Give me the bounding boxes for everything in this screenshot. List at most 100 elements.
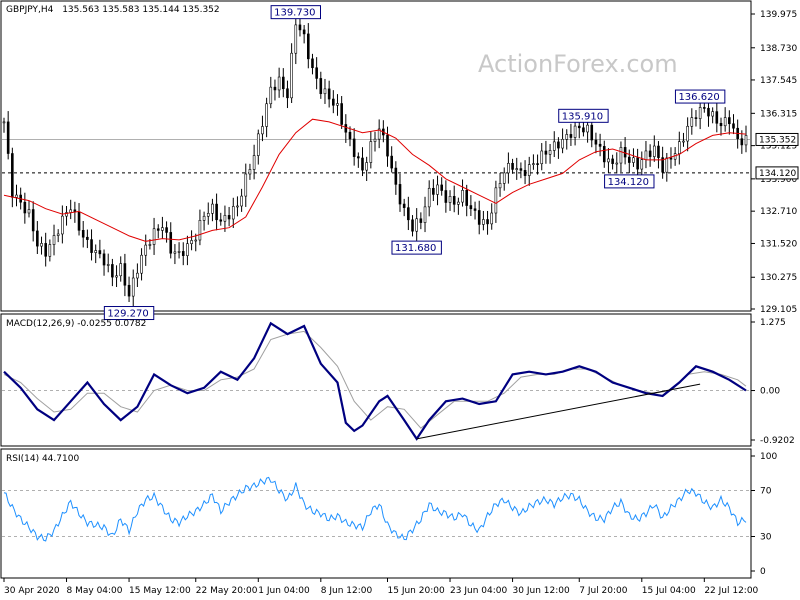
candle-body — [415, 218, 418, 232]
candle-body — [256, 133, 260, 156]
rsi-layer — [2, 476, 750, 542]
candle-body — [219, 219, 223, 222]
candle-body — [2, 121, 6, 124]
watermark: ActionForex.com — [478, 50, 678, 78]
candle-body — [111, 264, 114, 278]
candle-body — [444, 190, 448, 203]
candle-body — [707, 107, 710, 117]
candle-body — [261, 126, 264, 135]
price-annotation-box — [391, 240, 442, 255]
price-y-tick-label: 131.520 — [760, 239, 797, 249]
candle-body — [552, 141, 556, 151]
price-y-tick-label: 132.710 — [760, 207, 797, 217]
rsi-y-tick-label: 30 — [760, 533, 772, 543]
candle-body — [523, 170, 527, 176]
candle-body — [548, 150, 552, 155]
x-tick-label: 8 Jun 12:00 — [321, 586, 373, 596]
candle-body — [490, 212, 494, 225]
candle-body — [136, 272, 139, 279]
candle-body — [436, 184, 439, 195]
candle-body — [56, 233, 60, 236]
price-annotation-label: 129.270 — [107, 309, 148, 320]
price-annotation-box — [674, 89, 726, 104]
candle-body — [611, 158, 614, 164]
x-tick-label: 30 Apr 2020 — [4, 586, 60, 596]
candle-body — [186, 243, 189, 256]
candle-body — [140, 254, 143, 274]
candle-body — [644, 150, 648, 160]
candle-body — [90, 239, 93, 253]
macd-y-tick-label: 0.00 — [760, 387, 780, 397]
candle-body — [398, 184, 402, 205]
macd-title: MACD(12,26,9) -0.0255 0.0782 — [6, 319, 146, 329]
candle-body — [623, 147, 627, 158]
candle-body — [482, 219, 485, 225]
candle-body — [632, 157, 635, 163]
candle-body — [311, 58, 314, 69]
candle-body — [169, 232, 173, 254]
candle-body — [494, 187, 498, 214]
price-annotation-label: 136.620 — [678, 92, 719, 103]
candle-body — [532, 163, 535, 165]
macd-trendline — [416, 383, 701, 440]
price-title: GBPJPY,H4 135.563 135.583 135.144 135.35… — [6, 5, 220, 15]
candle-body — [544, 150, 548, 155]
candle-body — [115, 275, 118, 278]
candle-body — [69, 209, 72, 213]
candle-body — [152, 228, 156, 245]
candle-body — [682, 140, 685, 143]
candle-body — [703, 107, 706, 109]
candle-body — [657, 145, 660, 158]
candle-body — [619, 147, 623, 164]
candle-body — [719, 122, 723, 127]
candle-body — [377, 128, 381, 140]
candle-body — [165, 227, 168, 233]
current-price-box — [755, 132, 799, 146]
candle-body — [211, 203, 214, 214]
candle-body — [423, 206, 427, 223]
x-tick-label: 22 Jul 12:00 — [704, 586, 758, 596]
x-tick-label: 8 May 04:00 — [67, 586, 123, 596]
x-tick-label: 15 May 12:00 — [129, 586, 191, 596]
candle-body — [536, 163, 539, 165]
candle-body — [127, 284, 131, 297]
candle-body — [348, 131, 352, 140]
price-annotation-label: 139.730 — [274, 8, 315, 19]
candle-body — [694, 117, 698, 119]
candle-body — [502, 172, 506, 184]
candle-body — [594, 139, 598, 145]
current-price-label: 135.352 — [759, 135, 796, 145]
candle-body — [202, 215, 206, 221]
candle-body — [598, 143, 602, 147]
candle-body — [469, 205, 473, 210]
x-tick-label: 23 Jun 04:00 — [450, 586, 507, 596]
candle-body — [302, 29, 306, 35]
candle-body — [386, 134, 389, 157]
candle-body — [615, 162, 619, 165]
candle-body — [473, 208, 477, 211]
candle-body — [244, 173, 248, 197]
candle-body — [440, 184, 443, 191]
x-tick-label: 15 Jul 04:00 — [642, 586, 696, 596]
candle-body — [294, 24, 298, 54]
candle-body — [286, 88, 289, 99]
candle-body — [461, 189, 464, 203]
macd-y-tick-label: 1.275 — [760, 318, 786, 328]
candle-body — [636, 157, 639, 170]
candle-body — [540, 150, 544, 165]
candle-body — [61, 215, 64, 235]
candle-body — [369, 141, 373, 163]
candle-body — [507, 163, 510, 174]
x-tick-label: 1 Jun 04:00 — [258, 586, 310, 596]
candle-body — [402, 203, 406, 208]
price-y-tick-label: 138.730 — [760, 44, 797, 54]
candle-body — [669, 157, 673, 160]
candle-body — [161, 227, 164, 231]
candle-body — [557, 141, 560, 149]
price-annotation-box — [604, 174, 655, 189]
candle-body — [723, 117, 727, 127]
candle-body — [273, 86, 277, 91]
rsi-y-tick-label: 70 — [760, 487, 772, 497]
candle-body — [448, 196, 452, 203]
rsi-title: RSI(14) 44.7100 — [6, 454, 79, 464]
